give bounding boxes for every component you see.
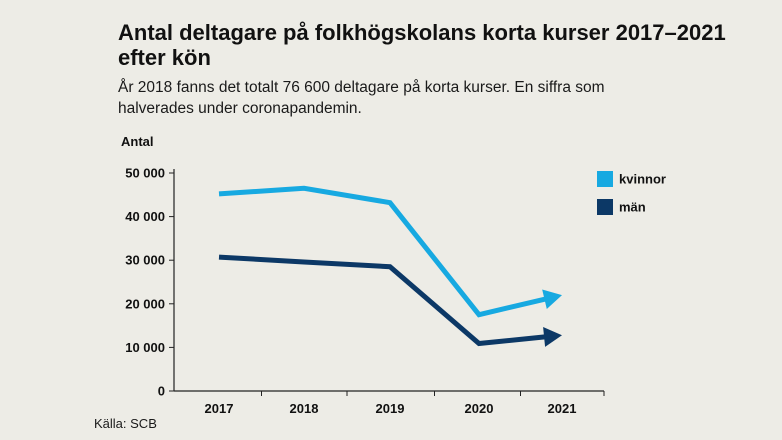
- x-tick-label: 2019: [376, 401, 405, 416]
- legend-swatch-1: [597, 199, 613, 215]
- legend: kvinnor män: [597, 171, 666, 215]
- legend-swatch-0: [597, 171, 613, 187]
- y-tick-label: 0: [158, 384, 165, 399]
- x-tick-label: 2021: [548, 401, 577, 416]
- chart-subtitle: År 2018 fanns det totalt 76 600 deltagar…: [118, 79, 605, 117]
- series-line-1: [218, 254, 547, 347]
- x-axis-ticks: 2017 2018 2019 2020 2021: [205, 391, 605, 416]
- series-arrow-1: [543, 327, 562, 347]
- axes: Antal: [121, 134, 604, 392]
- y-tick-label: 50 000: [125, 166, 165, 181]
- y-tick-label: 40 000: [125, 209, 165, 224]
- source-note: Källa: SCB: [94, 416, 157, 431]
- y-axis-label: Antal: [121, 134, 154, 149]
- legend-label-1: män: [619, 200, 646, 215]
- chart-title: Antal deltagare på folkhögskolans korta …: [118, 20, 726, 70]
- series-lines: [218, 185, 562, 347]
- legend-label-0: kvinnor: [619, 172, 666, 187]
- x-tick-label: 2018: [290, 401, 319, 416]
- x-tick-label: 2017: [205, 401, 234, 416]
- x-tick-label: 2020: [465, 401, 494, 416]
- y-axis-ticks: 0 10 000 20 000 30 000 40 000 50 000: [125, 166, 174, 399]
- y-tick-label: 20 000: [125, 296, 165, 311]
- y-tick-label: 10 000: [125, 340, 165, 355]
- series-line-0: [218, 185, 548, 318]
- series-arrow-0: [542, 289, 562, 309]
- y-tick-label: 30 000: [125, 253, 165, 268]
